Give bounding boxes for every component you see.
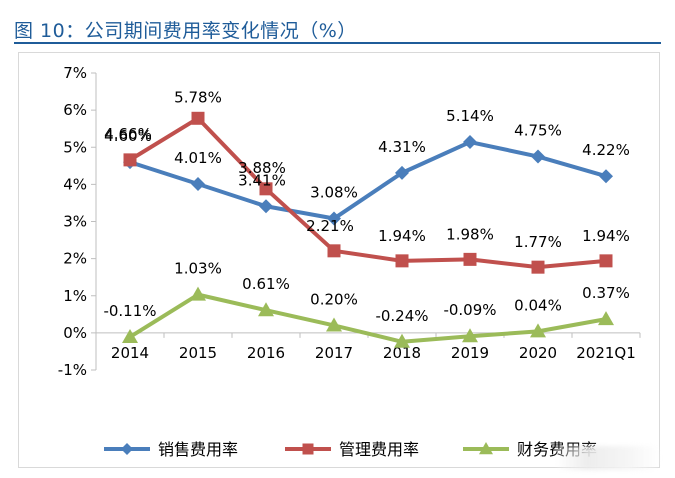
data-label: -0.09% [443, 301, 496, 319]
y-tick-label: 6% [63, 101, 87, 119]
data-label: 4.60% [104, 127, 152, 145]
data-point [531, 260, 545, 274]
data-label: 4.31% [378, 138, 426, 156]
legend-label: 管理费用率 [339, 440, 419, 459]
data-label: -0.11% [103, 302, 156, 320]
data-label: 0.37% [582, 284, 630, 302]
legend-item: 管理费用率 [285, 440, 419, 459]
data-point [462, 328, 478, 343]
data-point [599, 254, 613, 268]
data-point [479, 442, 493, 455]
data-point [191, 111, 205, 125]
data-point [258, 302, 274, 317]
legend-item: 销售费用率 [104, 440, 238, 459]
data-label: 4.75% [514, 122, 562, 140]
data-point [121, 443, 133, 455]
y-tick-label: 4% [63, 175, 87, 193]
y-tick-label: -1% [58, 361, 87, 379]
data-labels: 4.60% 4.01% 3.41% 3.08% 4.31% 5.14% 4.75% 4.22%… [103, 88, 629, 324]
data-point [394, 333, 410, 348]
data-point [123, 153, 137, 167]
data-point [259, 182, 273, 196]
axes: -1% 0% 1% 2% 3% 4% 5% 6% 7% 2014 2015 2016 2017 2018 2… [58, 64, 641, 379]
data-label: 0.20% [310, 290, 358, 308]
data-point [395, 165, 409, 180]
x-tick-label: 2016 [247, 344, 285, 362]
legend-label: 销售费用率 [158, 440, 238, 459]
title-underline [14, 42, 661, 44]
data-label: 4.66% [104, 125, 152, 143]
data-point [530, 323, 546, 338]
series-line-3 [128, 292, 607, 344]
series-line-1 [129, 140, 607, 221]
data-label: 1.77% [514, 233, 562, 251]
data-label: 5.14% [446, 107, 494, 125]
data-label: 3.88% [238, 159, 286, 177]
data-point [326, 317, 342, 332]
x-tick-label: 2014 [111, 344, 149, 362]
data-label: 4.01% [174, 149, 222, 167]
data-label: 4.22% [582, 141, 630, 159]
series-line-2 [128, 116, 607, 270]
data-point [190, 286, 206, 301]
y-tick-label: 3% [63, 213, 87, 231]
figure-header: 图 10：公司期间费用率变化情况（%） [6, 6, 661, 44]
y-tick-label: 7% [63, 64, 87, 82]
y-tick-label: 0% [63, 324, 87, 342]
x-tick-label: 2017 [315, 344, 353, 362]
legend: 销售费用率管理费用率财务费用率 [104, 440, 597, 459]
data-point [463, 252, 477, 266]
y-tick-label: 2% [63, 250, 87, 268]
data-point [598, 311, 614, 326]
data-point [531, 149, 545, 164]
data-point [191, 177, 205, 192]
x-tick-label: 2018 [383, 344, 421, 362]
data-label: -0.24% [375, 307, 428, 325]
data-label: 1.98% [446, 225, 494, 243]
x-tick-label: 2021Q1 [576, 344, 636, 362]
data-label: 0.61% [242, 275, 290, 293]
x-tick-label: 2019 [451, 344, 489, 362]
data-label: 3.41% [238, 171, 286, 189]
chart-frame [18, 52, 660, 468]
x-tick-label: 2020 [519, 344, 557, 362]
data-label: 1.94% [582, 227, 630, 245]
data-label: 5.78% [174, 88, 222, 106]
x-tick-label: 2015 [179, 344, 217, 362]
data-label: 3.08% [310, 184, 358, 202]
data-point [259, 199, 273, 214]
series-lines [122, 111, 614, 348]
data-point [463, 135, 477, 150]
data-label: 1.94% [378, 227, 426, 245]
data-point [122, 328, 138, 343]
data-label: 1.03% [174, 260, 222, 278]
data-label: 0.04% [514, 296, 562, 314]
y-tick-label: 1% [63, 287, 87, 305]
data-point [599, 169, 613, 184]
data-point [395, 254, 409, 268]
data-point [327, 211, 341, 226]
data-label: 2.21% [306, 217, 354, 235]
figure-title: 图 10：公司期间费用率变化情况（%） [14, 20, 357, 42]
y-tick-label: 5% [63, 138, 87, 156]
data-point [327, 244, 341, 258]
watermark-blur [556, 446, 660, 470]
data-point [302, 443, 314, 455]
